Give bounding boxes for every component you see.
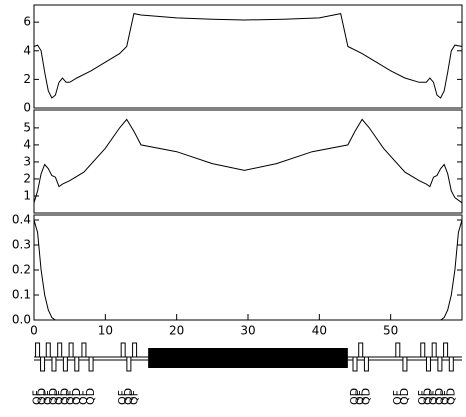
y-tick-label: 5: [23, 120, 31, 134]
quadrupole: [420, 342, 426, 358]
x-tick-label: 20: [169, 324, 184, 338]
quadrupole: [40, 356, 46, 372]
y-tick-label: 0.0: [12, 313, 31, 327]
element-label: QD: [421, 388, 434, 405]
y-tick-label: 1: [23, 188, 31, 202]
element-label: QF: [116, 390, 129, 405]
y-tick-label: 0.1: [12, 288, 31, 302]
element-label: QD: [348, 388, 361, 405]
element-label: QF: [391, 390, 404, 405]
element-label: QD: [444, 388, 457, 405]
quadrupole: [395, 342, 401, 358]
y-tick-label: 4: [23, 137, 31, 151]
quadrupole: [126, 356, 132, 372]
element-label: QF: [41, 390, 54, 405]
x-tick-label: 0: [30, 324, 38, 338]
bend-magnet: [148, 348, 348, 368]
element-label: QF: [427, 390, 440, 405]
element-label: QF: [354, 390, 367, 405]
quadrupole: [448, 356, 454, 372]
quadrupole: [81, 342, 87, 358]
x-tick-label: 10: [98, 324, 113, 338]
element-label: QF: [416, 390, 429, 405]
quadrupole: [402, 356, 408, 372]
data-line: [33, 13, 463, 99]
y-tick-label: 0.4: [12, 213, 31, 227]
y-tick-label: 0.2: [12, 263, 31, 277]
y-tick-label: 2: [23, 72, 31, 86]
element-label: QF: [31, 390, 44, 405]
quadrupole: [88, 356, 94, 372]
quadrupole: [431, 342, 437, 358]
element-label: QD: [84, 388, 97, 405]
y-tick-label: 6: [23, 15, 31, 29]
y-tick-label: 0.3: [12, 238, 31, 252]
element-label: QD: [36, 388, 49, 405]
x-tick-label: 40: [312, 324, 327, 338]
quadrupole: [62, 356, 68, 372]
y-tick-label: 2: [23, 171, 31, 185]
x-tick-label: 30: [240, 324, 255, 338]
element-label: QD: [47, 388, 60, 405]
quadrupole: [132, 342, 138, 358]
quadrupole: [120, 342, 126, 358]
y-tick-label: 0: [23, 101, 31, 115]
element-label: QF: [53, 390, 66, 405]
data-line: [33, 118, 463, 204]
quadrupole: [74, 356, 80, 372]
y-tick-label: 4: [23, 43, 31, 57]
quadrupole: [35, 342, 41, 358]
quadrupole: [425, 356, 431, 372]
plot-frame: [33, 109, 463, 214]
element-label: QD: [70, 388, 83, 405]
element-label: QD: [433, 388, 446, 405]
plot-frame: [33, 214, 463, 321]
y-tick-label: 3: [23, 154, 31, 168]
quadrupole: [51, 356, 57, 372]
element-label: QF: [64, 390, 77, 405]
element-label: QD: [58, 388, 71, 405]
quadrupole: [352, 356, 358, 372]
quadrupole: [437, 356, 443, 372]
element-label: QD: [122, 388, 135, 405]
quadrupole: [358, 342, 364, 358]
quadrupole: [68, 342, 74, 358]
element-label: QF: [439, 390, 452, 405]
quadrupole: [443, 342, 449, 358]
quadrupole: [45, 342, 51, 358]
quadrupole: [57, 342, 63, 358]
element-label: QF: [77, 390, 90, 405]
x-tick-label: 50: [383, 324, 398, 338]
element-label: QF: [128, 390, 141, 405]
quadrupole: [363, 356, 369, 372]
data-line: [33, 219, 463, 321]
element-label: QD: [398, 388, 411, 405]
plot-frame: [33, 4, 463, 109]
element-label: QD: [359, 388, 372, 405]
